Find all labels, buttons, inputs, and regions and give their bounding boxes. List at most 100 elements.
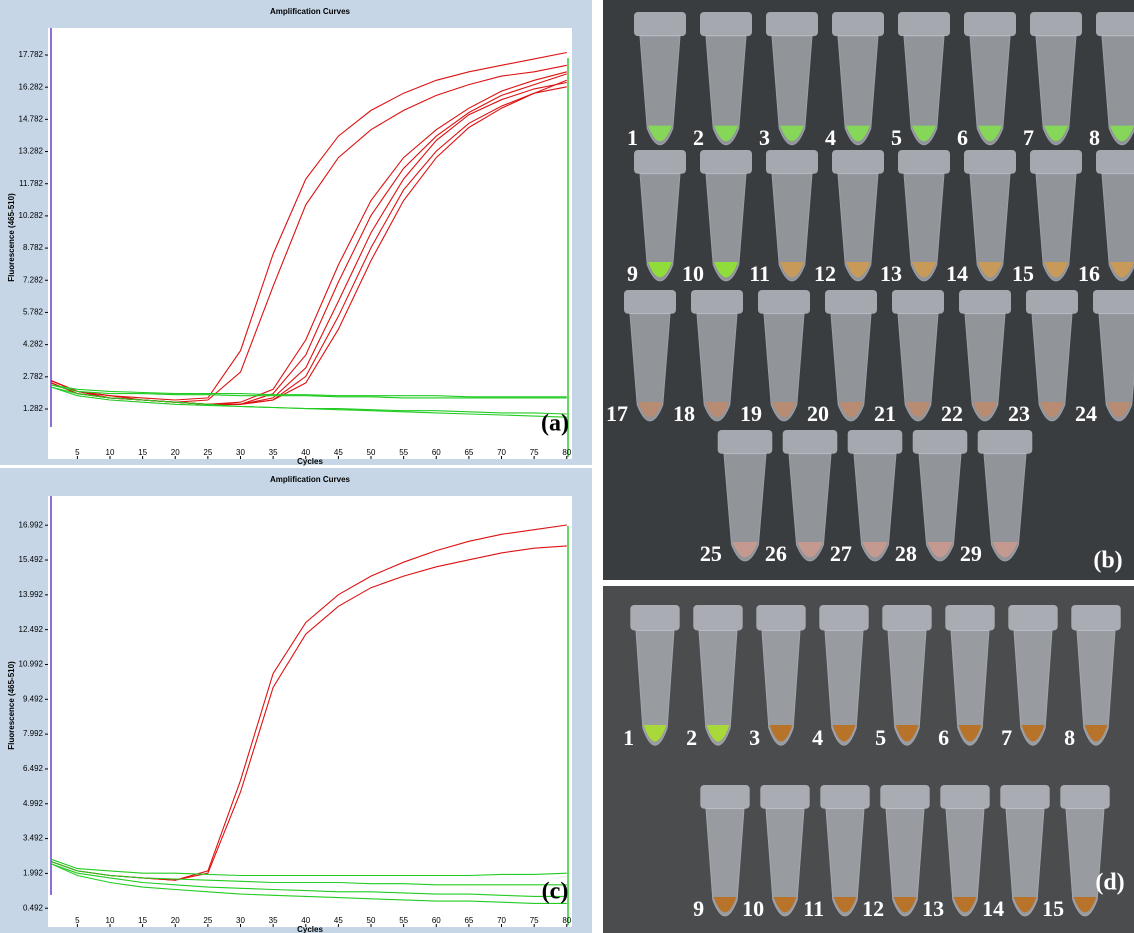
y-tick-label: 14.782 xyxy=(19,114,44,123)
tube-label: 4 xyxy=(812,725,823,750)
tube-cap xyxy=(1008,605,1057,631)
panel-label: (c) xyxy=(542,879,569,905)
tube-cap xyxy=(1030,12,1082,36)
y-tick-label: 2.782 xyxy=(23,372,44,381)
tube-cap xyxy=(940,785,989,809)
x-tick-label: 50 xyxy=(367,916,376,925)
tube-label: 6 xyxy=(938,725,949,750)
y-tick-label: 17.782 xyxy=(19,50,44,59)
tube-cap xyxy=(760,785,809,809)
panel-label: (a) xyxy=(541,411,569,437)
tube-cap xyxy=(913,430,968,454)
tube-label: 9 xyxy=(693,896,704,921)
x-tick-label: 30 xyxy=(236,448,245,457)
y-tick-label: 10.282 xyxy=(19,211,44,220)
x-tick-label: 30 xyxy=(236,916,245,925)
x-tick-label: 15 xyxy=(138,916,147,925)
tube-label: 4 xyxy=(825,125,836,150)
y-axis-label: Fluorescence (465-510) xyxy=(7,661,16,750)
y-tick-label: 10.992 xyxy=(19,660,44,669)
y-tick-label: 1.992 xyxy=(23,869,44,878)
tube-cap xyxy=(1096,150,1134,174)
tube-cap xyxy=(882,605,931,631)
tube-label: 1 xyxy=(627,125,638,150)
x-tick-label: 65 xyxy=(464,916,473,925)
x-tick-label: 40 xyxy=(301,448,310,457)
y-tick-label: 11.782 xyxy=(19,179,43,188)
x-tick-label: 80 xyxy=(562,916,571,925)
y-tick-label: 4.992 xyxy=(23,799,44,808)
tube-cap xyxy=(691,290,743,314)
x-tick-label: 10 xyxy=(106,448,115,457)
tube-cap xyxy=(959,290,1011,314)
tube-cap xyxy=(624,290,676,314)
chart-title: Amplification Curves xyxy=(270,475,351,484)
x-tick-label: 55 xyxy=(399,916,408,925)
tube-cap xyxy=(892,290,944,314)
tube-cap xyxy=(1093,290,1134,314)
tube-cap xyxy=(945,605,994,631)
tube-label: 22 xyxy=(941,401,963,426)
x-tick-label: 45 xyxy=(334,916,343,925)
tube-cap xyxy=(898,150,950,174)
tube-label: 21 xyxy=(874,401,896,426)
tube-cap xyxy=(1030,150,1082,174)
tube-cap xyxy=(832,150,884,174)
tube-cap xyxy=(630,605,679,631)
y-tick-label: 7.992 xyxy=(23,729,44,738)
tube-cap xyxy=(700,150,752,174)
x-tick-label: 35 xyxy=(269,448,278,457)
x-tick-label: 75 xyxy=(530,448,539,457)
tube-label: 15 xyxy=(1042,896,1064,921)
tube-cap xyxy=(766,12,818,36)
tube-label: 3 xyxy=(759,125,770,150)
tube-cap xyxy=(718,430,773,454)
tube-label: 7 xyxy=(1023,125,1034,150)
tube-label: 16 xyxy=(1078,261,1100,286)
tube-label: 11 xyxy=(749,261,770,286)
x-tick-label: 60 xyxy=(432,916,441,925)
tube-label: 9 xyxy=(627,261,638,286)
x-tick-label: 70 xyxy=(497,448,506,457)
tube-label: 18 xyxy=(673,401,695,426)
x-axis-label: Cycles xyxy=(297,925,323,933)
tube-cap xyxy=(634,150,686,174)
tube-cap xyxy=(766,150,818,174)
tube-cap xyxy=(880,785,929,809)
tube-cap xyxy=(700,785,749,809)
tube-cap xyxy=(1096,12,1134,36)
x-tick-label: 35 xyxy=(269,916,278,925)
tube-label: 13 xyxy=(880,261,902,286)
tube-label: 5 xyxy=(875,725,886,750)
tube-cap xyxy=(783,430,838,454)
tube-cap xyxy=(756,605,805,631)
photo-d-bg xyxy=(603,586,1134,933)
x-tick-label: 45 xyxy=(334,448,343,457)
y-tick-label: 13.282 xyxy=(19,147,44,156)
y-tick-label: 16.282 xyxy=(19,82,44,91)
x-tick-label: 40 xyxy=(301,916,310,925)
x-tick-label: 70 xyxy=(497,916,506,925)
tube-label: 7 xyxy=(1001,725,1012,750)
x-tick-label: 25 xyxy=(203,916,212,925)
tube-label: 6 xyxy=(957,125,968,150)
tube-cap xyxy=(898,12,950,36)
tube-label: 2 xyxy=(693,125,704,150)
tube-label: 11 xyxy=(803,896,824,921)
y-tick-label: 1.282 xyxy=(23,404,44,413)
tube-label: 24 xyxy=(1075,401,1097,426)
y-tick-label: 5.782 xyxy=(23,308,44,317)
tube-cap xyxy=(693,605,742,631)
y-axis-label: Fluorescence (465-510) xyxy=(7,193,16,282)
tube-label: 26 xyxy=(765,541,787,566)
tube-cap xyxy=(964,150,1016,174)
page: Amplification Curves Fluorescence (465-51… xyxy=(0,0,1134,933)
tube-label: 17 xyxy=(606,401,628,426)
tube-label: 1 xyxy=(623,725,634,750)
tube-cap xyxy=(1000,785,1049,809)
tube-label: 5 xyxy=(891,125,902,150)
figure: Amplification Curves Fluorescence (465-51… xyxy=(0,0,1134,933)
x-tick-label: 80 xyxy=(562,448,571,457)
y-tick-label: 8.782 xyxy=(23,243,44,252)
tube-label: 25 xyxy=(700,541,722,566)
